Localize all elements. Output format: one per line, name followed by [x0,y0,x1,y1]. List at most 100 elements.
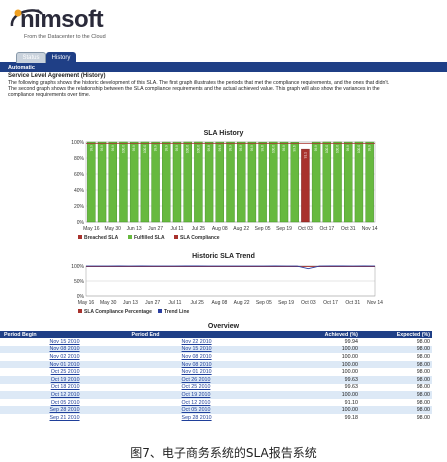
table-cell: Sep 28 2010 [112,414,268,422]
logo-tagline: From the Datacenter to the Cloud [24,34,106,40]
y-tick-label: 100% [71,264,84,270]
logo-text: nimsoft [20,6,104,33]
x-tick-label: Oct 03 [298,226,313,232]
period-end-link[interactable]: Nov 22 2010 [181,338,212,345]
period-end-link[interactable]: Sep 28 2010 [181,414,212,421]
achieved-cell: 99.63 [344,384,358,391]
achieved-cell: 100.00 [267,391,360,399]
fulfilled-bar [279,141,289,223]
sla-history-title: SLA History [203,130,244,137]
legend-swatch [174,235,178,239]
achieved-cell: 100.00 [267,406,360,414]
achieved-cell: 100.00 [267,345,360,354]
expected-cell: 98.00 [359,345,432,354]
period-end-link[interactable]: Oct 12 2010 [181,399,211,406]
bar-data-label: 99.9 [282,145,286,151]
bar-data-label: 99.9 [239,145,243,151]
table-row: Sep 21 2010 Sep 28 2010 99.18 98.00 [0,414,432,422]
period-begin-link[interactable]: Oct 18 2010 [50,384,80,391]
legend-swatch [128,235,132,239]
fulfilled-bar [290,142,299,223]
expected-cell: 98.00 [416,399,430,406]
table-cell: Oct 05 2010 [0,399,112,407]
table-row: Oct 05 2010 Oct 12 2010 91.10 98.00 [0,399,432,407]
period-begin-link[interactable]: Oct 25 2010 [50,369,80,376]
table-row: Oct 18 2010 Oct 25 2010 99.63 98.00 [0,384,432,392]
x-tick-label: Jul 25 [190,300,204,306]
period-begin-link[interactable]: Oct 12 2010 [50,391,80,398]
period-begin-link[interactable]: Sep 28 2010 [49,407,80,414]
bar-data-label: 99.9 [314,145,318,151]
period-end-link[interactable]: Oct 05 2010 [181,407,211,414]
tab-history[interactable]: History [46,52,76,63]
table-row: Nov 02 2010 Nov 08 2010 100.00 98.00 [0,353,432,361]
fulfilled-bar [162,141,171,223]
fulfilled-bar [354,141,364,223]
table-cell: Oct 19 2010 [0,375,112,384]
period-begin-link[interactable]: Oct 05 2010 [50,399,80,406]
x-tick-label: Nov 14 [367,300,383,306]
table-row: Nov 01 2010 Nov 08 2010 100.00 98.00 [0,360,432,369]
table-cell: Nov 01 2010 [0,360,112,369]
bar-data-label: 100.0 [143,145,147,153]
x-tick-label: Nov 14 [362,226,378,232]
table-cell: Nov 08 2010 [0,345,112,354]
period-begin-link[interactable]: Oct 19 2010 [50,376,80,383]
bar-data-label: 99.9 [154,145,158,151]
x-tick-label: Jul 11 [168,300,181,306]
bar-data-label: 100.0 [121,145,125,153]
period-end-link[interactable]: Nov 15 2010 [181,346,212,353]
fulfilled-bar [204,141,214,223]
table-cell: Oct 12 2010 [0,391,112,399]
period-end-link[interactable]: Nov 01 2010 [181,369,212,376]
x-tick-label: Oct 03 [301,300,316,306]
bar-data-label: 99.9 [346,145,350,151]
legend-swatch [78,309,82,313]
table-cell: Nov 08 2010 [112,353,268,361]
period-end-link[interactable]: Oct 25 2010 [181,384,211,391]
bar-data-label: 99.8 [207,145,211,151]
bar-data-label: 99.9 [89,145,93,151]
period-begin-link[interactable]: Sep 21 2010 [49,414,80,421]
table-cell: Oct 12 2010 [112,399,268,407]
table-cell: Oct 25 2010 [112,384,268,392]
period-end-link[interactable]: Oct 19 2010 [181,391,211,398]
tab-status[interactable]: Status [16,52,46,63]
y-tick-label: 0% [77,294,85,300]
period-end-link[interactable]: Nov 08 2010 [181,361,212,368]
fulfilled-bar [333,141,342,223]
x-tick-label: Jun 13 [123,300,138,306]
x-tick-label: Sep 05 [256,300,272,306]
table-row: Oct 19 2010 Oct 26 2010 99.63 98.00 [0,375,432,384]
y-tick-label: 60% [74,172,85,178]
x-tick-label: May 30 [100,300,117,306]
period-end-link[interactable]: Nov 08 2010 [181,353,212,360]
legend-label: SLA Compliance Percentage [84,309,152,315]
app-header: nimsoft From the Datacenter to the Cloud [0,0,447,50]
x-tick-label: May 16 [78,300,95,306]
expected-cell: 98.00 [416,353,430,360]
column-header: Period End [111,331,268,338]
fulfilled-bar [183,141,192,223]
expected-cell: 98.00 [416,384,430,391]
table-cell: Nov 15 2010 [111,345,268,354]
period-begin-link[interactable]: Nov 15 2010 [49,338,80,345]
period-begin-link[interactable]: Nov 02 2010 [49,353,80,360]
y-tick-label: 50% [74,279,85,285]
fulfilled-bar [172,141,182,223]
overview-table: Period Begin Period End Achieved (%) Exp… [0,331,432,422]
period-end-link[interactable]: Oct 26 2010 [181,376,211,383]
fulfilled-bar [151,141,160,223]
table-cell: Sep 28 2010 [0,406,112,414]
expected-cell: 98.00 [416,369,430,376]
bar-data-label: 99.9 [111,145,115,151]
legend-label: SLA Compliance [180,235,220,241]
table-cell: Oct 26 2010 [111,375,268,384]
y-tick-label: 40% [74,188,85,194]
table-cell: Nov 01 2010 [112,368,268,376]
breached-bar [301,148,310,223]
period-begin-link[interactable]: Nov 08 2010 [49,346,80,353]
fulfilled-bar [87,141,96,223]
period-begin-link[interactable]: Nov 01 2010 [49,361,80,368]
fulfilled-bar [258,141,267,223]
